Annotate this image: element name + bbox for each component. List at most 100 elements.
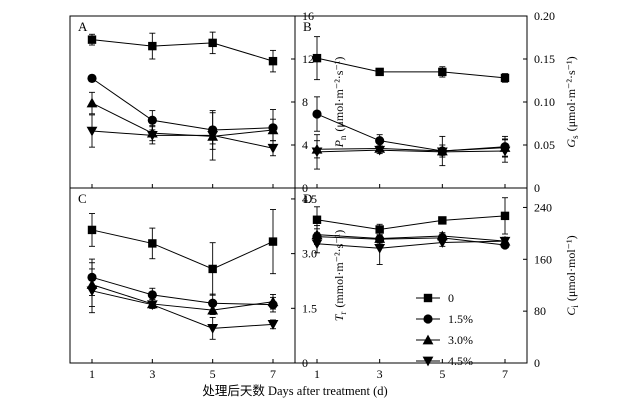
data-point — [146, 300, 158, 311]
data-point — [311, 239, 323, 250]
series-circle — [87, 73, 278, 150]
data-point — [500, 73, 510, 83]
data-point — [207, 131, 219, 141]
y-axis-subscript: n — [338, 135, 348, 140]
panel-c: C 0 1.5 3.0 4.5 1 3 5 7 Tr (mmol·m⁻²·s⁻¹) — [78, 191, 348, 381]
legend-marker — [422, 356, 434, 367]
y-tick-label: 4.5 — [302, 192, 317, 206]
data-point — [312, 215, 322, 224]
data-point — [268, 56, 278, 66]
data-point — [148, 41, 157, 51]
panel-label: B — [303, 19, 312, 34]
x-tick-label: 1 — [89, 367, 95, 381]
y-tick-label: 0.05 — [534, 138, 555, 152]
y-axis-title: Ci (μmol·mol⁻¹) — [564, 235, 580, 315]
data-point — [436, 147, 448, 158]
panel-b: B 0 0.05 0.10 0.15 0.20 Gs (μmol·m⁻²·s⁻¹) — [303, 9, 580, 195]
x-tick-label: 7 — [502, 367, 508, 381]
y-axis-symbol: G — [564, 139, 578, 148]
y-tick-label: 0 — [302, 356, 308, 370]
y-tick-label: 8 — [302, 95, 308, 109]
data-point — [438, 67, 447, 77]
data-point — [267, 320, 279, 330]
data-point — [86, 286, 98, 297]
series-line — [316, 215, 506, 230]
series-line — [91, 77, 274, 131]
y-axis-unit: (μmol·mol⁻¹) — [564, 235, 578, 301]
data-point — [500, 211, 510, 221]
legend-item: 1.5% — [416, 312, 473, 326]
y-axis-symbol: C — [564, 307, 578, 316]
data-point — [312, 53, 322, 63]
y-tick-label: 0.10 — [534, 95, 555, 109]
data-point — [207, 304, 219, 315]
y-axis-subscript: s — [570, 135, 580, 139]
series-line — [91, 102, 274, 137]
y-tick-label: 1.5 — [302, 301, 317, 315]
legend-label: 1.5% — [448, 312, 473, 326]
x-tick-label: 5 — [210, 367, 216, 381]
legend-item: 3.0% — [416, 333, 473, 347]
y-tick-label: 80 — [534, 304, 546, 318]
data-point — [86, 97, 98, 108]
data-point — [375, 136, 385, 146]
data-point — [499, 236, 511, 247]
data-point — [374, 145, 386, 156]
series-line — [91, 284, 274, 311]
y-axis-unit: (mmol·m⁻²·s⁻¹) — [332, 230, 346, 308]
data-point — [499, 146, 511, 157]
data-point — [147, 290, 157, 300]
data-point — [87, 225, 97, 235]
y-tick-label: 16 — [302, 9, 314, 23]
legend-marker — [423, 314, 433, 324]
data-point — [438, 216, 447, 225]
panel-a: A 0 4 8 12 16 Pn (μmol·m⁻²·s⁻¹) — [78, 9, 348, 195]
series-square — [87, 209, 278, 296]
series-line — [316, 149, 506, 153]
legend-item: 0 — [416, 291, 454, 305]
y-tick-label: 240 — [534, 200, 552, 214]
data-point — [436, 230, 448, 241]
series-line — [316, 57, 506, 79]
panel-d: D 0 80 160 240 1 3 5 7 Ci (μmol·mol⁻¹) — [303, 191, 580, 381]
legend-label: 0 — [448, 291, 454, 305]
y-tick-label: 0 — [534, 181, 540, 195]
series-triangle-down — [311, 134, 511, 170]
series-triangle-down — [86, 114, 279, 157]
legend-marker — [423, 293, 433, 303]
data-point — [207, 324, 219, 334]
legend: 0 1.5% 3.0% 4.5% — [416, 291, 473, 368]
y-axis-title: Pn (μmol·m⁻²·s⁻¹) — [332, 57, 348, 149]
series-square — [87, 31, 278, 73]
figure-frame — [69, 15, 528, 364]
series-square — [312, 36, 510, 83]
series-line — [91, 290, 274, 329]
data-point — [86, 126, 98, 137]
y-tick-label: 0.20 — [534, 9, 555, 23]
series-triangle-down — [86, 268, 279, 340]
series-line — [316, 234, 506, 242]
x-tick-label: 5 — [439, 367, 445, 381]
series-line — [91, 130, 274, 149]
x-tick-label: 3 — [377, 367, 383, 381]
panel-label: A — [78, 19, 88, 34]
series-triangle-up — [86, 91, 279, 161]
data-point — [312, 109, 322, 119]
y-axis-symbol: T — [332, 313, 346, 321]
y-axis-title: Gs (μmol·m⁻²·s⁻¹) — [564, 56, 580, 147]
y-axis-subscript: r — [338, 312, 348, 315]
series-line — [316, 147, 506, 152]
y-axis-title: Tr (mmol·m⁻²·s⁻¹) — [332, 230, 348, 322]
data-point — [311, 147, 323, 158]
series-line — [91, 276, 274, 306]
data-point — [87, 73, 97, 83]
series-triangle-down — [311, 231, 511, 265]
y-tick-label: 3.0 — [302, 247, 317, 261]
data-point — [268, 237, 278, 246]
y-tick-label: 4 — [302, 138, 308, 152]
data-point — [374, 243, 386, 254]
series-line — [91, 39, 274, 62]
legend-marker — [422, 334, 434, 345]
x-axis-title: 处理后天数 Days after treatment (d) — [202, 383, 387, 398]
